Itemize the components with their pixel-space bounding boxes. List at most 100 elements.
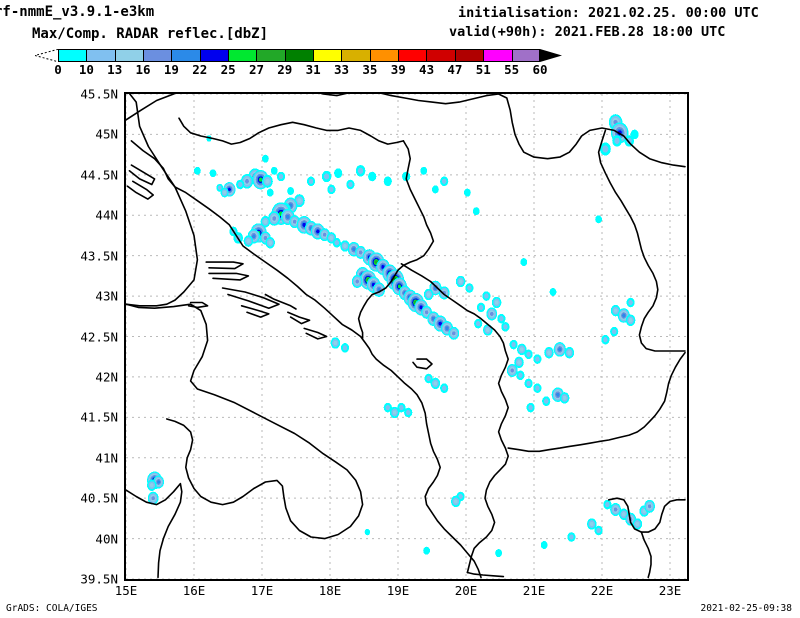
radar-echo-cell [524, 349, 533, 360]
radar-echo-cell [526, 402, 535, 413]
colorbar-tick-label: 35 [362, 62, 378, 77]
y-axis-tick-label: 44N [95, 207, 118, 223]
boundary-path [208, 272, 250, 281]
radar-echo-cell [260, 216, 271, 228]
radar-echo-cell [194, 166, 201, 175]
boundary-path [130, 140, 482, 579]
colorbar-tick-label: 16 [135, 62, 151, 77]
radar-echo-cell [340, 240, 350, 252]
radar-echo-cell [265, 237, 275, 249]
radar-echo-cell [553, 342, 566, 357]
boundary-path [126, 303, 364, 540]
radar-echo-cell [601, 334, 610, 345]
radar-echo-cell [262, 154, 269, 163]
colorbar-segment [313, 49, 342, 62]
radar-echo-cell [472, 207, 480, 216]
radar-echo-cell [632, 518, 643, 530]
radar-echo-cell [306, 176, 316, 187]
boundary-path [507, 351, 686, 453]
boundary-path [466, 571, 505, 578]
boundary-path [303, 327, 328, 340]
colorbar-segment [454, 49, 484, 62]
colorbar[interactable] [58, 49, 540, 62]
colorbar-segment [426, 49, 455, 62]
y-axis-tick-label: 42.5N [80, 329, 118, 344]
radar-echo-cell [266, 188, 274, 197]
radar-echo-cell [423, 288, 434, 301]
radar-echo-cell [330, 337, 341, 349]
boundary-path [240, 305, 270, 318]
boundary-path [357, 140, 435, 339]
boundary-path [178, 117, 405, 145]
radar-echo-cell [368, 171, 377, 182]
radar-echo-cell [440, 383, 449, 394]
colorbar-segment [143, 49, 172, 62]
radar-echo-cell [612, 135, 622, 147]
radar-echo-cell [268, 211, 281, 226]
colorbar-tick-label: 31 [305, 62, 321, 77]
colorbar-tick-label: 47 [447, 62, 463, 77]
colorbar-segment [341, 49, 370, 62]
boundary-path [128, 164, 156, 186]
colorbar-tick-label: 0 [54, 62, 62, 77]
colorbar-segment [199, 49, 229, 62]
colorbar-segment [171, 49, 200, 62]
y-axis-tick-label: 43.5N [80, 248, 118, 264]
map-plot-area[interactable] [124, 92, 689, 581]
colorbar-segment [114, 49, 144, 62]
radar-echo-cell [332, 237, 341, 248]
radar-echo-cell [509, 339, 518, 350]
y-axis-tick-label: 44.5N [80, 167, 118, 183]
radar-echo-cell [389, 406, 400, 419]
y-axis-tick-label: 41N [95, 450, 118, 466]
colorbar-tick-label: 51 [475, 62, 491, 77]
radar-echo-cell [624, 135, 634, 147]
radar-echo-cell [464, 188, 471, 197]
colorbar-tick-label: 27 [248, 62, 264, 77]
radar-echo-cell [327, 184, 336, 195]
colorbar-tick-label: 33 [333, 62, 350, 77]
radar-echo-cell [334, 168, 343, 178]
y-axis-tick-label: 43N [95, 288, 118, 304]
radar-echo-cell [497, 313, 506, 324]
radar-echo-cell [220, 187, 229, 198]
radar-echo-cell [465, 283, 474, 293]
radar-echo-cell [147, 491, 159, 505]
y-axis-tick-label: 40N [95, 531, 118, 547]
boundary-path [126, 482, 183, 579]
radar-echo-cell [404, 407, 413, 418]
radar-echo-cell [514, 356, 524, 369]
radar-echo-cell [625, 314, 636, 326]
radar-echo-cell [619, 508, 629, 520]
radar-echo-cell [564, 347, 575, 359]
y-axis-tick-label: 45.5N [80, 86, 118, 102]
boundary-path [400, 263, 509, 574]
radar-echo-cell [630, 129, 639, 140]
colorbar-segment [483, 49, 512, 62]
colorbar-title: Max/Comp. RADAR reflec.[dbZ] [32, 26, 269, 42]
radar-echo-cell [533, 383, 542, 394]
radar-echo-cell [474, 318, 483, 329]
x-axis-tick-label: 21E [522, 583, 546, 598]
y-axis-tick-label: 45N [95, 126, 118, 142]
radar-echo-cell [346, 179, 355, 190]
radar-echo-cell [355, 165, 366, 177]
boundary-path [412, 358, 433, 370]
footer-timestamp: 2021-02-25-09:38 [700, 603, 792, 614]
radar-echo-cell [567, 532, 576, 542]
colorbar-tick-label: 39 [390, 62, 406, 77]
radar-echo-cell [383, 176, 392, 187]
colorbar-under-arrow-icon [35, 49, 59, 62]
map-canvas [126, 94, 687, 579]
valid-time: valid(+90h): 2021.FEB.28 18:00 UTC [449, 24, 726, 40]
radar-echo-cell [397, 402, 406, 413]
radar-echo-cell [321, 170, 332, 183]
boundary-path [608, 497, 686, 533]
y-axis-tick-label: 42N [95, 369, 118, 385]
radar-echo-cell [423, 546, 430, 555]
radar-echo-cell [482, 291, 491, 301]
radar-echo-cell [544, 347, 554, 359]
colorbar-segment [86, 49, 115, 62]
colorbar-over-arrow-icon [540, 49, 562, 62]
colorbar-tick-label: 29 [277, 62, 293, 77]
